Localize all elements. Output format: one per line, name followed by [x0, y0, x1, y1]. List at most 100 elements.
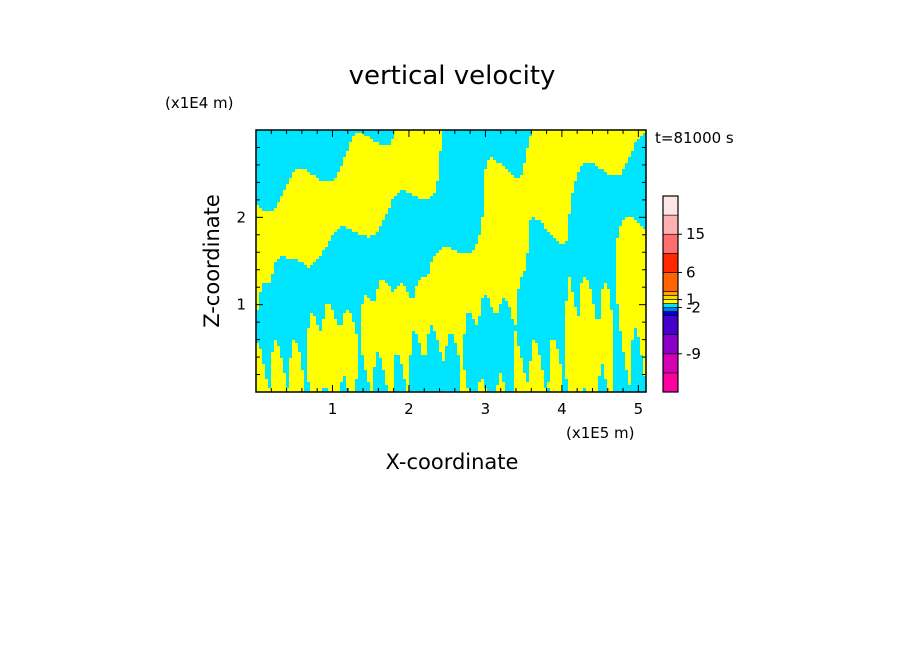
positive-region	[367, 235, 371, 239]
positive-region	[304, 262, 314, 266]
positive-region	[403, 364, 410, 368]
negative-region	[430, 328, 434, 332]
positive-region	[382, 361, 395, 365]
negative-region	[631, 364, 644, 368]
negative-region	[322, 250, 440, 254]
positive-region	[640, 343, 647, 347]
negative-region	[589, 280, 617, 284]
positive-region	[430, 265, 527, 269]
positive-region	[322, 319, 338, 323]
positive-region	[640, 337, 647, 341]
positive-region	[601, 313, 614, 317]
positive-region	[640, 349, 647, 353]
positive-region	[526, 151, 632, 155]
positive-region	[604, 364, 614, 368]
positive-region	[403, 376, 410, 380]
positive-region	[361, 352, 377, 356]
positive-region	[619, 316, 647, 320]
positive-region	[565, 364, 602, 368]
negative-region	[520, 352, 533, 356]
positive-region	[292, 343, 299, 347]
positive-region	[604, 373, 614, 377]
negative-region	[613, 322, 620, 326]
negative-region	[256, 340, 275, 344]
negative-region	[313, 262, 431, 266]
positive-region	[484, 178, 578, 182]
negative-region	[337, 319, 344, 323]
negative-region	[265, 376, 272, 380]
negative-region	[448, 334, 455, 338]
positive-region	[511, 316, 518, 320]
positive-region	[433, 328, 467, 332]
positive-region	[367, 379, 374, 383]
negative-region	[376, 358, 383, 362]
positive-region	[643, 367, 647, 371]
y-axis-ticks: 12	[236, 146, 646, 376]
positive-region	[643, 358, 647, 362]
negative-region	[613, 382, 629, 386]
positive-region	[532, 130, 647, 134]
positive-region	[619, 229, 647, 233]
positive-region	[256, 238, 332, 242]
positive-region	[382, 358, 395, 362]
positive-region	[352, 136, 371, 140]
negative-region	[586, 277, 617, 281]
negative-region	[625, 166, 647, 170]
positive-region	[322, 322, 338, 326]
negative-region	[481, 298, 491, 302]
negative-region	[535, 340, 551, 344]
negative-region	[334, 313, 344, 317]
positive-region	[568, 388, 584, 392]
negative-region	[394, 367, 404, 371]
negative-region	[631, 151, 647, 155]
positive-region	[616, 283, 647, 287]
positive-region	[256, 256, 281, 260]
positive-region	[256, 262, 275, 266]
negative-region	[613, 325, 620, 329]
positive-region	[364, 358, 377, 362]
positive-region	[322, 325, 356, 329]
negative-region	[316, 259, 434, 263]
positive-region	[478, 241, 530, 245]
positive-region	[418, 340, 428, 344]
colorbar-tick-label: 6	[686, 263, 696, 281]
positive-region	[568, 280, 572, 284]
positive-region	[511, 307, 518, 311]
positive-region	[568, 298, 575, 302]
negative-region	[463, 358, 515, 362]
negative-region	[334, 232, 359, 236]
x-tick-label: 5	[634, 400, 644, 418]
negative-region	[394, 361, 401, 365]
positive-region	[460, 370, 467, 374]
positive-region	[256, 277, 272, 281]
positive-region	[418, 196, 431, 200]
negative-region	[256, 322, 311, 326]
negative-region	[409, 358, 443, 362]
negative-region	[613, 358, 626, 362]
negative-region	[409, 355, 443, 359]
positive-region	[550, 232, 569, 236]
negative-region	[484, 295, 488, 299]
positive-region	[352, 229, 380, 233]
positive-region	[271, 370, 284, 374]
positive-region	[514, 379, 527, 383]
negative-region	[379, 229, 482, 233]
negative-region	[256, 310, 326, 314]
positive-region	[256, 367, 266, 371]
positive-region	[619, 310, 647, 314]
negative-region	[262, 286, 380, 290]
negative-region	[463, 352, 515, 356]
negative-region	[613, 343, 623, 347]
positive-region	[565, 313, 578, 317]
negative-region	[256, 193, 284, 197]
positive-region	[277, 205, 392, 209]
negative-region	[532, 217, 536, 221]
positive-region	[364, 361, 377, 365]
positive-region	[514, 337, 518, 341]
positive-region	[271, 376, 287, 380]
positive-region	[481, 379, 485, 383]
positive-region	[487, 295, 518, 299]
negative-region	[256, 160, 344, 164]
positive-region	[343, 160, 440, 164]
negative-region	[463, 355, 515, 359]
